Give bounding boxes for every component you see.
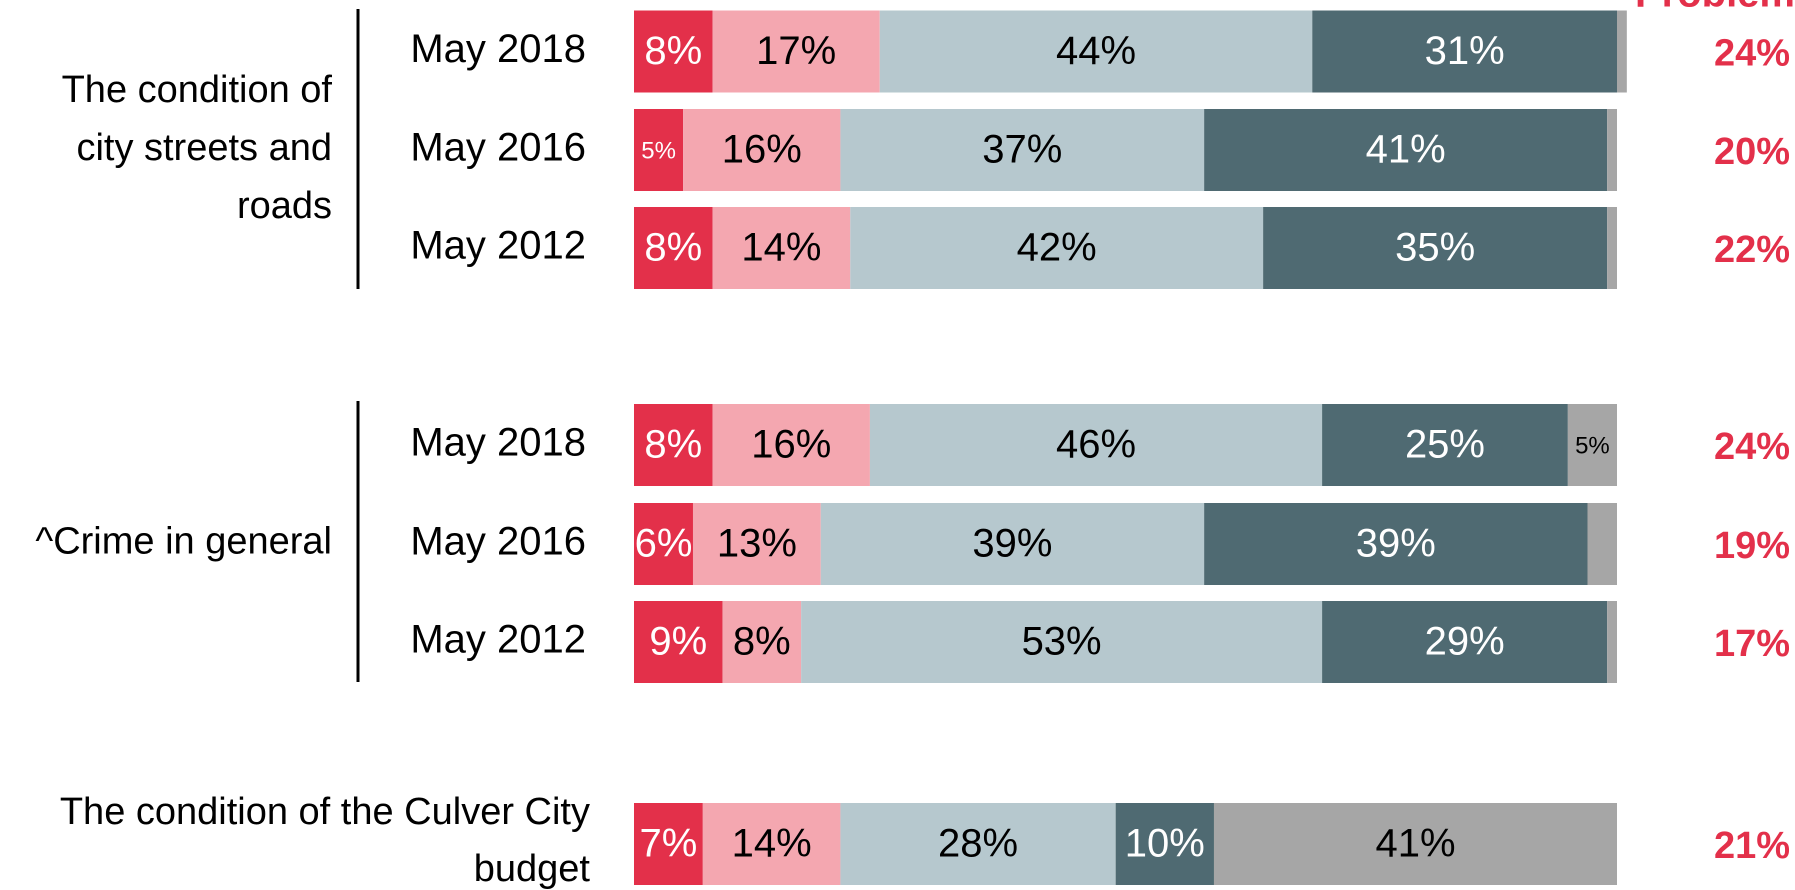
bar-segment [634, 207, 713, 289]
bar-segment [1322, 404, 1568, 486]
segment-label: 42% [1017, 226, 1097, 270]
row-label: May 2016 [410, 520, 586, 564]
bar-segment [1567, 404, 1617, 486]
segment-label: 39% [1356, 522, 1436, 566]
segment-label: 35% [1395, 226, 1475, 270]
net-label: 20% [1714, 131, 1790, 173]
bar-segment [634, 601, 723, 683]
segment-label: 16% [722, 128, 802, 172]
segment-label: 53% [1022, 620, 1102, 664]
segment-label: 14% [741, 226, 821, 270]
net-label: 17% [1714, 623, 1790, 665]
group-label: The condition of [62, 69, 333, 111]
bar-segment [1204, 109, 1608, 191]
bar-segment [1607, 109, 1617, 191]
group-label: city streets and [76, 127, 332, 169]
bar-segment [1607, 207, 1617, 289]
net-label: 24% [1714, 426, 1790, 468]
row-label: May 2018 [410, 421, 586, 465]
group-label: roads [237, 185, 332, 227]
segment-label: 6% [635, 522, 693, 566]
bar-segment [850, 207, 1264, 289]
segment-label: 13% [717, 522, 797, 566]
segment-label: 41% [1375, 822, 1455, 866]
segment-label: 14% [732, 822, 812, 866]
segment-label: 29% [1425, 620, 1505, 664]
segment-label: 7% [639, 822, 697, 866]
bar-segment [692, 503, 821, 585]
bar-segment [712, 404, 870, 486]
net-label: 21% [1714, 825, 1790, 867]
bar-segment [634, 404, 713, 486]
segment-label: 25% [1405, 423, 1485, 467]
bar-segment [634, 803, 703, 885]
bar-segment [683, 109, 841, 191]
bar-segment [1617, 10, 1627, 93]
bar-segment [820, 503, 1205, 585]
row-label: May 2012 [410, 224, 586, 268]
bar-segment [712, 10, 880, 93]
bar-segment [712, 207, 851, 289]
bar-segment [1607, 601, 1617, 683]
segment-label: 5% [1575, 432, 1610, 459]
segment-label: 8% [644, 423, 702, 467]
bar-segment [634, 503, 693, 585]
bar-segment [801, 601, 1323, 683]
group-label: budget [474, 848, 591, 890]
segment-label: 8% [644, 29, 702, 73]
net-label: 22% [1714, 229, 1790, 271]
segment-label: 44% [1056, 29, 1136, 73]
net-label: 24% [1714, 33, 1790, 75]
segment-label: 16% [751, 423, 831, 467]
row-label: May 2016 [410, 126, 586, 170]
bar-segment [1204, 503, 1588, 585]
bar-segment [869, 404, 1323, 486]
segment-label: 39% [972, 522, 1052, 566]
segment-label: 28% [938, 822, 1018, 866]
net-header: Problem [1635, 0, 1795, 16]
group-label: ^Crime in general [35, 521, 332, 563]
segment-label: 41% [1366, 128, 1446, 172]
segment-label: 9% [649, 620, 707, 664]
bar-segment [1322, 601, 1608, 683]
bar-segment [1263, 207, 1608, 289]
segment-label: 17% [756, 29, 836, 73]
segment-label: 5% [641, 137, 676, 164]
bar-segment [722, 601, 802, 683]
bar-segment [634, 10, 713, 93]
bar-segment [1312, 10, 1617, 93]
bar-segment [1213, 803, 1617, 885]
bar-segment [840, 803, 1116, 885]
bar-segment [1115, 803, 1214, 885]
segment-label: 8% [644, 226, 702, 270]
row-label: May 2018 [410, 27, 586, 71]
bar-segment [702, 803, 841, 885]
segment-label: 37% [982, 128, 1062, 172]
bar-segment [840, 109, 1205, 191]
bar-segment [634, 109, 684, 191]
net-label: 19% [1714, 525, 1790, 567]
bar-segment [1587, 503, 1617, 585]
segment-label: 31% [1425, 29, 1505, 73]
segment-label: 46% [1056, 423, 1136, 467]
segment-label: 8% [733, 620, 791, 664]
bar-segment [879, 10, 1313, 93]
segment-label: 10% [1125, 822, 1205, 866]
row-label: May 2012 [410, 618, 586, 662]
group-label: The condition of the Culver City [60, 791, 590, 833]
